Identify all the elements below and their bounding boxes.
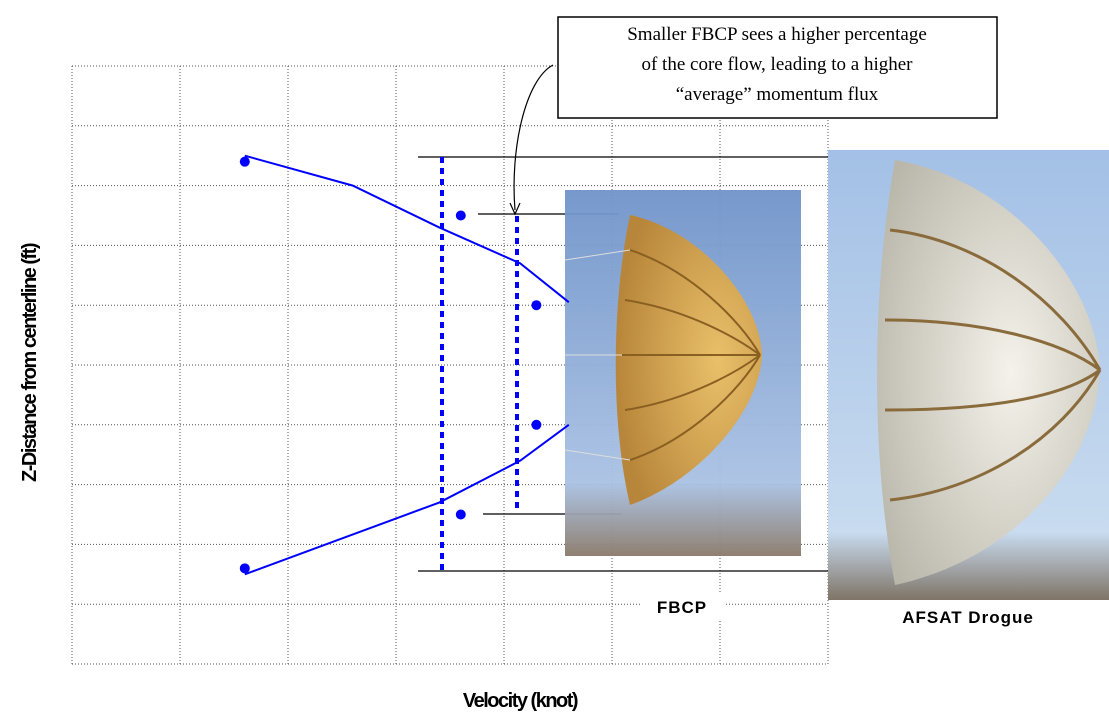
annotation: “average” momentum flux <box>676 84 879 105</box>
y-axis-label: Z-Distance from centerline (ft) <box>19 243 41 482</box>
callout-box <box>557 16 998 119</box>
image-label: AFSAT Drogue <box>902 608 1034 627</box>
data-point <box>239 563 250 574</box>
arrow-head <box>509 202 521 216</box>
data-point <box>531 419 542 430</box>
x-axis-label: Velocity (knot) <box>463 690 578 712</box>
afsat-image <box>828 150 1109 600</box>
annotation: of the core flow, leading to a higher <box>641 54 913 75</box>
callout-arrow <box>513 64 554 211</box>
data-point <box>455 210 466 221</box>
data-point <box>531 300 542 311</box>
fbcp-image <box>564 190 801 556</box>
data-point <box>239 156 250 167</box>
annotation: Smaller FBCP sees a higher percentage <box>627 24 927 45</box>
data-point <box>455 509 466 520</box>
average-lines <box>440 157 519 571</box>
data-line <box>244 423 570 576</box>
image-label: FBCP <box>657 598 707 617</box>
data-line <box>244 154 570 303</box>
label-bg <box>640 592 724 620</box>
